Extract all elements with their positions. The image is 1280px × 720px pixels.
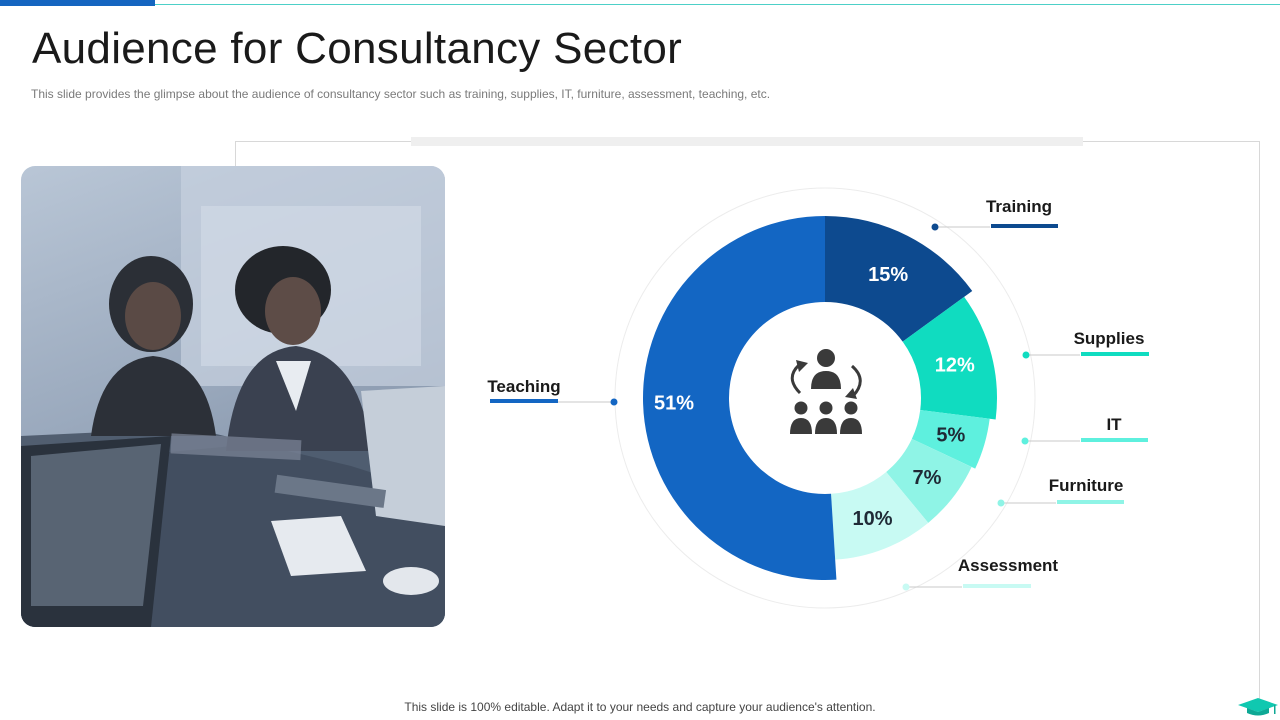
legend-label-supplies: Supplies	[1074, 329, 1145, 348]
slice-value-label: 12%	[935, 355, 975, 377]
chart-outer-ring	[614, 187, 1036, 609]
legend-label-furniture: Furniture	[1049, 476, 1124, 495]
slice-value-label: 5%	[936, 425, 965, 447]
callout-dot	[902, 583, 910, 591]
legend-label-assessment: Assessment	[958, 556, 1059, 575]
frame-left-line	[235, 141, 236, 166]
slice-value-label: 10%	[852, 508, 892, 530]
team-cycle-icon	[790, 349, 862, 434]
frame-gray-band	[411, 137, 1083, 146]
meeting-photo	[21, 166, 445, 627]
callout-dot	[1021, 437, 1029, 445]
footer-note: This slide is 100% editable. Adapt it to…	[404, 700, 876, 714]
callout-dot	[610, 398, 618, 406]
page-title: Audience for Consultancy Sector	[32, 24, 683, 73]
donut-slice-furniture	[886, 438, 972, 523]
callout-dot	[997, 499, 1005, 507]
donut-slice-teaching	[642, 216, 837, 580]
legend-label-teaching: Teaching	[487, 377, 560, 396]
legend-label-it: IT	[1106, 415, 1122, 434]
graduation-cap-icon	[1238, 698, 1278, 716]
top-divider-line	[155, 4, 1280, 5]
slice-value-label: 15%	[868, 264, 908, 286]
donut-slice-training	[825, 216, 973, 342]
callout-dot	[1022, 351, 1030, 359]
callout-dot	[931, 223, 939, 231]
slice-value-label: 7%	[912, 467, 941, 489]
donut-slice-assessment	[831, 471, 929, 560]
top-accent-bar	[0, 0, 155, 6]
donut-slice-supplies	[902, 296, 997, 420]
meeting-photo-illustration	[21, 166, 445, 627]
donut-slice-it	[911, 410, 990, 469]
slice-value-label: 51%	[654, 393, 694, 415]
legend-label-training: Training	[986, 197, 1052, 216]
page-subtitle: This slide provides the glimpse about th…	[31, 87, 771, 101]
frame-right-line	[1259, 141, 1260, 701]
